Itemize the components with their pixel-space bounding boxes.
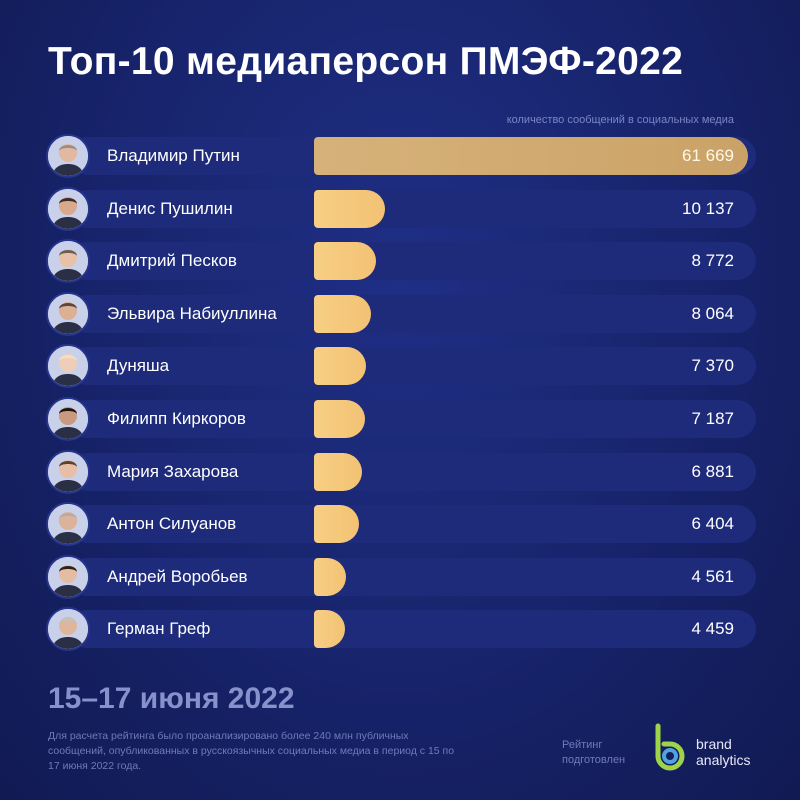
value-label: 7 370	[691, 356, 734, 376]
avatar	[46, 607, 90, 652]
value-label: 6 404	[691, 514, 734, 534]
page-title: Топ-10 медиаперсон ПМЭФ-2022	[48, 40, 684, 83]
value-label: 4 561	[691, 566, 734, 586]
bar	[314, 557, 347, 596]
bar	[314, 505, 360, 544]
chart-row: Антон Силуанов 6 404	[46, 500, 756, 548]
value-label: 7 187	[691, 409, 734, 428]
row-background	[68, 347, 756, 386]
value-label: 4 459	[691, 619, 734, 639]
brand-line-2: analytics	[696, 752, 751, 768]
chart-row: Андрей Воробьев 4 561	[46, 553, 756, 601]
bar	[314, 137, 748, 175]
person-name: Андрей Воробьев	[107, 566, 248, 586]
person-name: Антон Силуанов	[107, 514, 237, 534]
row-background	[68, 294, 756, 333]
date-range: 15–17 июня 2022	[48, 682, 295, 715]
avatar	[46, 134, 90, 178]
value-label: 6 881	[691, 461, 734, 481]
chart-row: Дуняша 7 370	[46, 342, 756, 390]
avatar	[46, 449, 90, 494]
chart-row: Денис Пушилин 10 137	[46, 185, 756, 233]
chart-row: Мария Захарова 6 881	[46, 448, 756, 496]
value-label: 10 137	[682, 198, 734, 218]
bar	[314, 294, 371, 333]
row-background	[68, 189, 756, 228]
bar-chart: Владимир Путин 61 669 Денис Пушилин 10 137 Д…	[46, 132, 756, 658]
avatar	[46, 344, 90, 389]
person-name: Эльвира Набиуллина	[107, 303, 277, 323]
bar	[314, 452, 363, 491]
avatar	[46, 502, 90, 547]
row-background	[68, 610, 756, 649]
avatar	[46, 554, 90, 599]
row-background	[68, 400, 756, 438]
person-name: Мария Захарова	[107, 461, 239, 481]
row-background	[68, 505, 756, 544]
chart-row: Филипп Киркоров 7 187	[46, 395, 756, 443]
person-name: Дмитрий Песков	[107, 251, 237, 271]
person-name: Денис Пушилин	[107, 198, 233, 218]
avatar	[46, 186, 90, 231]
bar	[314, 189, 386, 228]
row-background	[68, 242, 756, 281]
row-background	[68, 452, 756, 491]
bar	[314, 347, 366, 386]
value-label: 8 064	[691, 303, 734, 323]
brand-analytics-logo: brand analytics	[650, 722, 770, 774]
prepared-by-label: Рейтинг подготовлен	[562, 739, 626, 766]
avatar	[46, 291, 90, 336]
person-name: Дуняша	[107, 356, 170, 376]
chart-subtitle: количество сообщений в социальных медиа	[506, 114, 734, 126]
row-background	[68, 557, 756, 596]
person-name: Герман Греф	[107, 619, 211, 639]
methodology-note: Для расчета рейтинга было проанализирова…	[48, 730, 455, 772]
avatar	[46, 239, 90, 284]
person-name: Филипп Киркоров	[107, 409, 246, 428]
value-label: 8 772	[691, 251, 734, 271]
person-name: Владимир Путин	[107, 146, 240, 165]
bar	[314, 400, 365, 438]
avatar	[46, 397, 90, 441]
brand-line-1: brand	[696, 736, 732, 752]
chart-row: Герман Греф 4 459	[46, 605, 756, 653]
value-label: 61 669	[682, 146, 734, 165]
brand-analytics-icon	[655, 723, 685, 771]
bar	[314, 242, 376, 281]
chart-row: Дмитрий Песков 8 772	[46, 237, 756, 285]
chart-row: Эльвира Набиуллина 8 064	[46, 290, 756, 338]
chart-row: Владимир Путин 61 669	[46, 132, 756, 180]
